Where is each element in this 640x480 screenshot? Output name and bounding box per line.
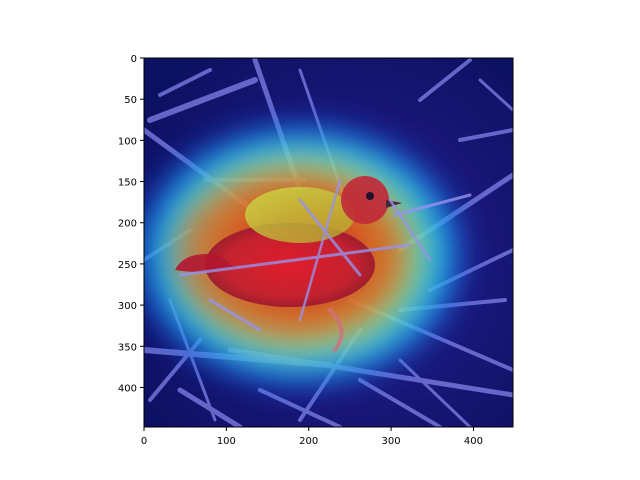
y-tick-label: 350 [118,342,137,353]
y-tick-label: 400 [118,383,137,394]
x-axis-ticks: 0 100 200 300 400 [141,427,483,447]
y-tick-label: 100 [118,136,137,147]
y-tick-label: 300 [118,301,137,312]
y-tick-label: 0 [131,54,137,65]
x-tick-label: 400 [464,436,483,447]
y-tick-label: 200 [118,219,137,230]
foreground-branches [178,178,472,352]
y-tick-label: 150 [118,178,137,189]
x-tick-label: 100 [217,436,236,447]
y-tick-label: 250 [118,260,137,271]
y-tick-label: 50 [124,95,137,106]
x-tick-label: 300 [382,436,401,447]
x-tick-label: 200 [299,436,318,447]
axes-frame [143,57,514,428]
heatmap-overlay-image [144,58,513,427]
y-axis-ticks: 0 50 100 150 200 250 300 350 400 [118,54,144,394]
x-tick-label: 0 [141,436,147,447]
